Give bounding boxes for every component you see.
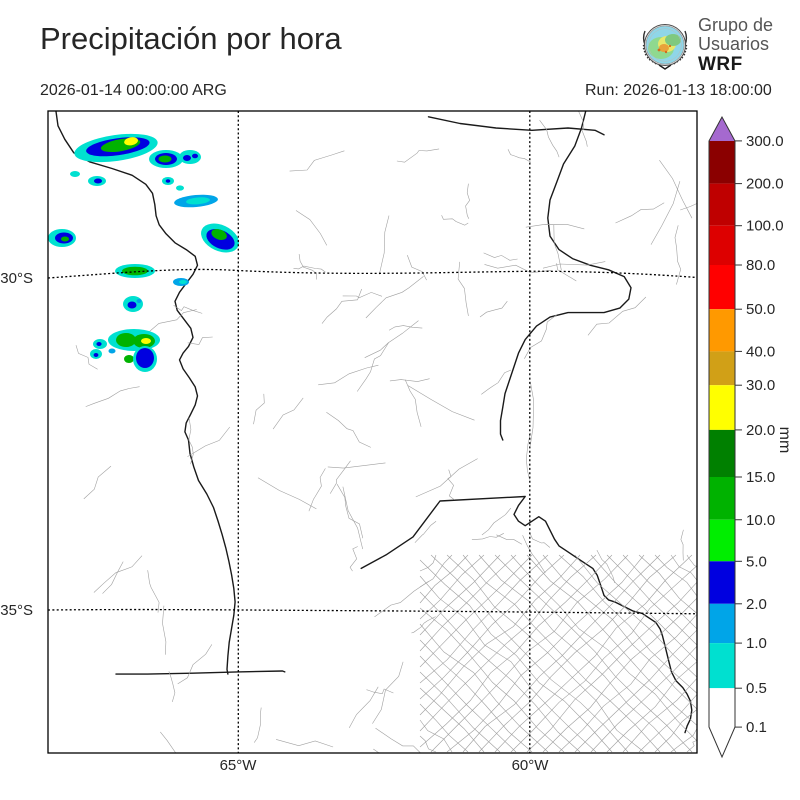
svg-text:mm: mm (776, 427, 793, 454)
svg-text:0.5: 0.5 (746, 680, 767, 697)
svg-text:10.0: 10.0 (746, 512, 775, 529)
svg-text:100.0: 100.0 (746, 218, 784, 235)
svg-text:30.0: 30.0 (746, 377, 775, 394)
svg-text:0.1: 0.1 (746, 719, 767, 736)
svg-text:15.0: 15.0 (746, 469, 775, 486)
svg-text:2.0: 2.0 (746, 596, 767, 613)
svg-text:40.0: 40.0 (746, 343, 775, 360)
svg-text:5.0: 5.0 (746, 553, 767, 570)
svg-text:20.0: 20.0 (746, 422, 775, 439)
svg-text:1.0: 1.0 (746, 635, 767, 652)
svg-text:50.0: 50.0 (746, 301, 775, 318)
svg-text:80.0: 80.0 (746, 257, 775, 274)
svg-text:200.0: 200.0 (746, 176, 784, 193)
svg-text:300.0: 300.0 (746, 133, 784, 150)
